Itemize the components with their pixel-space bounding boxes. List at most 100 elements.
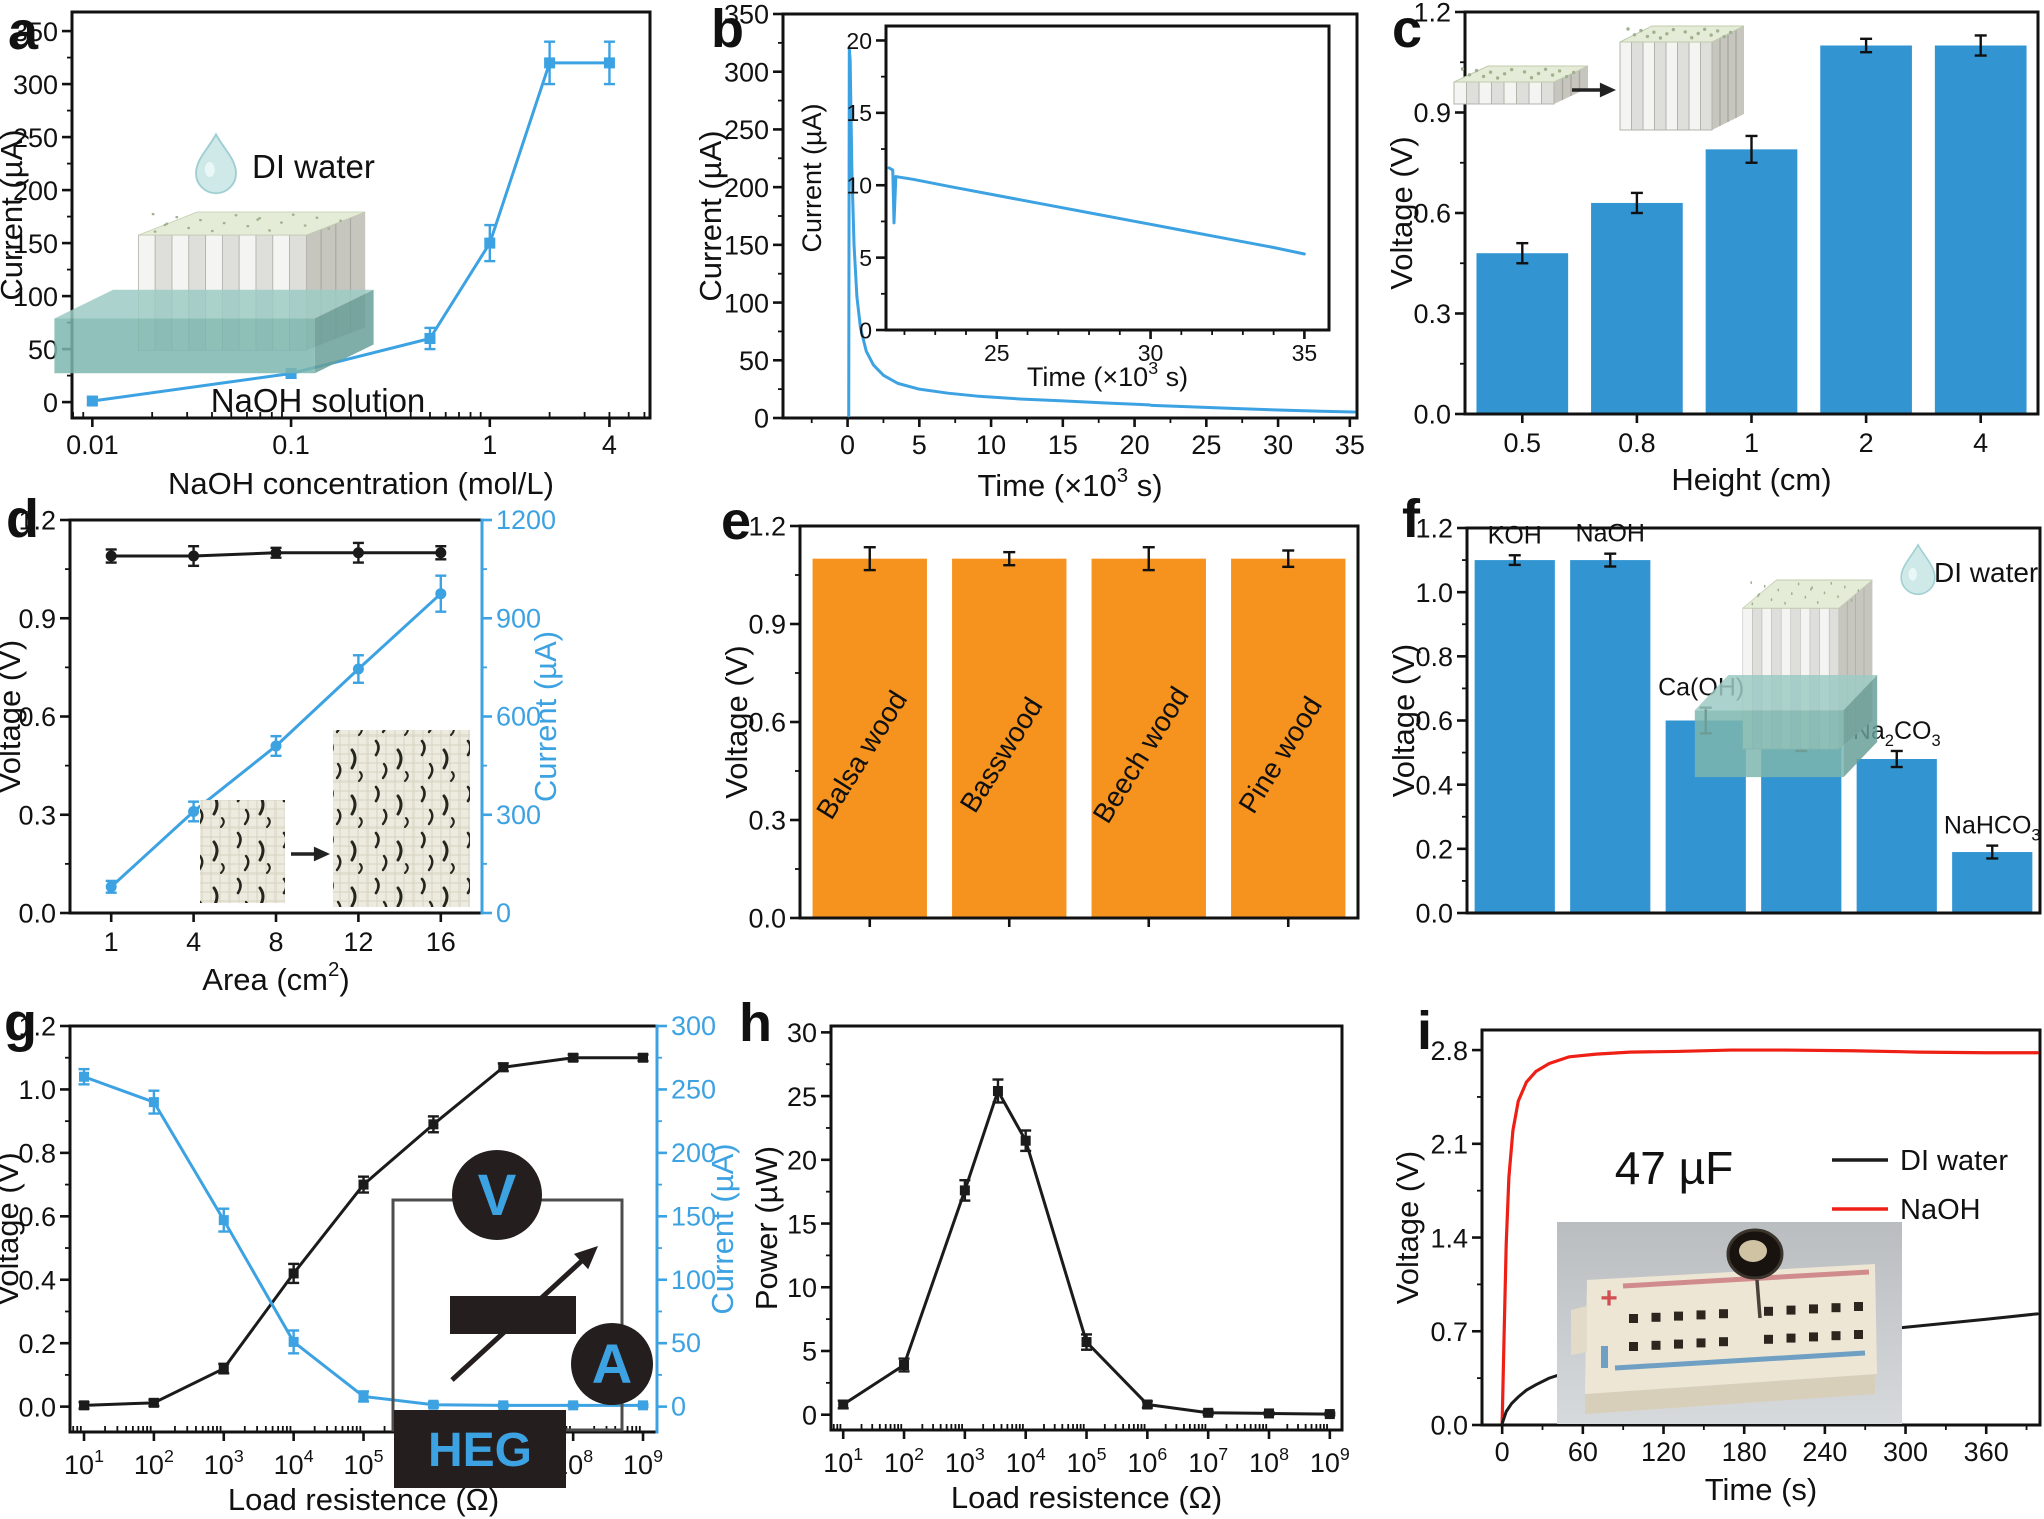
svg-text:1.2: 1.2 <box>1413 0 1451 28</box>
svg-text:DI water: DI water <box>1934 557 2038 588</box>
svg-text:0.3: 0.3 <box>1413 299 1451 329</box>
svg-text:0.9: 0.9 <box>18 604 56 634</box>
svg-text:300: 300 <box>1883 1437 1928 1467</box>
svg-text:Voltage (V): Voltage (V) <box>0 640 27 793</box>
svg-text:V: V <box>478 1163 517 1228</box>
svg-text:108: 108 <box>1249 1444 1289 1478</box>
water-droplet-icon <box>195 132 237 195</box>
svg-text:250: 250 <box>13 123 58 153</box>
svg-text:Current (µA): Current (µA) <box>528 631 563 802</box>
svg-text:107: 107 <box>1188 1444 1228 1478</box>
svg-text:2.8: 2.8 <box>1430 1036 1468 1066</box>
svg-text:50: 50 <box>28 335 58 365</box>
svg-text:35: 35 <box>1335 430 1365 460</box>
variable-resistor-icon <box>450 1296 576 1334</box>
svg-text:0.8: 0.8 <box>18 1139 56 1169</box>
svg-text:350: 350 <box>724 0 769 30</box>
svg-text:NaOH: NaOH <box>1576 520 1645 548</box>
svg-text:4: 4 <box>186 927 201 957</box>
svg-text:0.0: 0.0 <box>18 899 56 929</box>
svg-text:1.0: 1.0 <box>1415 578 1453 608</box>
svg-text:101: 101 <box>64 1446 104 1480</box>
svg-text:0.8: 0.8 <box>1415 642 1453 672</box>
panel-i: i 0 60 120 180 240 300 360 Time (s) 0.0 0.7 1.4 2.1… <box>1362 1004 2044 1519</box>
svg-text:0: 0 <box>43 388 58 418</box>
svg-text:102: 102 <box>884 1444 924 1478</box>
svg-text:Voltage (V): Voltage (V) <box>719 645 754 798</box>
svg-text:100: 100 <box>671 1265 716 1295</box>
svg-text:50: 50 <box>671 1328 701 1358</box>
svg-text:1.2: 1.2 <box>18 1012 56 1042</box>
svg-text:0.1: 0.1 <box>272 430 310 460</box>
svg-text:10: 10 <box>787 1273 817 1303</box>
svg-text:1: 1 <box>1744 428 1759 458</box>
svg-text:0.2: 0.2 <box>1415 835 1453 865</box>
chart-voltage-by-wood-type: Balsa wood Basswood Beech wood Pine wood0.0… <box>719 512 1360 934</box>
svg-text:20: 20 <box>846 28 872 54</box>
svg-text:Voltage (V): Voltage (V) <box>0 1152 25 1305</box>
wood-block-icon <box>1619 25 1745 131</box>
voltmeter-icon <box>452 1150 542 1240</box>
svg-text:47 µF: 47 µF <box>1615 1142 1734 1194</box>
svg-text:104: 104 <box>1006 1444 1046 1478</box>
svg-text:30: 30 <box>1138 340 1164 366</box>
svg-text:240: 240 <box>1802 1437 1847 1467</box>
svg-text:150: 150 <box>13 229 58 259</box>
svg-text:4: 4 <box>602 430 617 460</box>
svg-text:20: 20 <box>787 1146 817 1176</box>
panel-e: e Balsa wood Basswood Beech wood Pine wood 0… <box>681 494 1362 1012</box>
svg-text:0: 0 <box>496 898 511 928</box>
panel-letter-a: a <box>8 1 39 61</box>
svg-text:0.6: 0.6 <box>1415 706 1453 736</box>
svg-text:104: 104 <box>274 1446 314 1480</box>
svg-text:0.3: 0.3 <box>748 806 786 836</box>
svg-text:Power (µW): Power (µW) <box>749 1146 784 1310</box>
panel-letter-g: g <box>4 993 37 1053</box>
chart-capacitor-charging: 0 60 120 180 240 300 360 Time (s) 0.0 0.7 1.4 2.1 2.… <box>1390 1028 2042 1507</box>
svg-text:0: 0 <box>1495 1437 1510 1467</box>
svg-text:0.8: 0.8 <box>1618 428 1656 458</box>
svg-text:106: 106 <box>1127 1444 1167 1478</box>
svg-text:15: 15 <box>846 100 872 126</box>
svg-text:101: 101 <box>823 1444 863 1478</box>
svg-text:25: 25 <box>787 1082 817 1112</box>
chart-voltage-current-vs-area: 1 4 8 12 16 Area (cm2) 0.0 0.3 0.6 0.9 1.2 Voltage … <box>0 505 563 997</box>
svg-text:0.0: 0.0 <box>1415 899 1453 929</box>
svg-text:300: 300 <box>13 70 58 100</box>
svg-text:0: 0 <box>859 317 872 343</box>
panel-letter-d: d <box>6 489 39 549</box>
svg-text:0.6: 0.6 <box>748 708 786 738</box>
svg-text:1.2: 1.2 <box>748 512 786 542</box>
svg-text:109: 109 <box>623 1446 663 1480</box>
svg-text:360: 360 <box>1964 1437 2009 1467</box>
svg-text:0.2: 0.2 <box>18 1329 56 1359</box>
svg-text:+: + <box>1600 1282 1618 1315</box>
svg-text:10: 10 <box>846 173 872 199</box>
panel-b: b 0 5 10 15 20 25 30 35 Time (×103 s) 0 50 100 150 20… <box>681 0 1365 506</box>
svg-text:300: 300 <box>496 800 541 830</box>
svg-text:350: 350 <box>13 17 58 47</box>
svg-text:1.2: 1.2 <box>18 506 56 536</box>
svg-text:1.0: 1.0 <box>18 1075 56 1105</box>
water-droplet-icon <box>1900 543 1936 596</box>
svg-text:25: 25 <box>1191 430 1221 460</box>
svg-text:100: 100 <box>13 282 58 312</box>
svg-text:10: 10 <box>976 430 1006 460</box>
svg-text:NaOH solution: NaOH solution <box>211 382 426 419</box>
svg-text:200: 200 <box>724 173 769 203</box>
svg-text:150: 150 <box>671 1201 716 1231</box>
heg-device-icon <box>394 1410 566 1488</box>
svg-text:200: 200 <box>671 1138 716 1168</box>
svg-text:0.0: 0.0 <box>1430 1411 1468 1441</box>
panel-letter-e: e <box>721 491 752 551</box>
svg-text:Voltage (V): Voltage (V) <box>1384 136 1419 289</box>
svg-text:KOH: KOH <box>1488 521 1542 549</box>
svg-text:300: 300 <box>671 1011 716 1041</box>
svg-text:900: 900 <box>496 603 541 633</box>
wood-cross-section-large <box>333 730 470 907</box>
svg-text:0: 0 <box>840 430 855 460</box>
svg-text:102: 102 <box>134 1446 174 1480</box>
panel-letter-i: i <box>1417 1001 1433 1061</box>
